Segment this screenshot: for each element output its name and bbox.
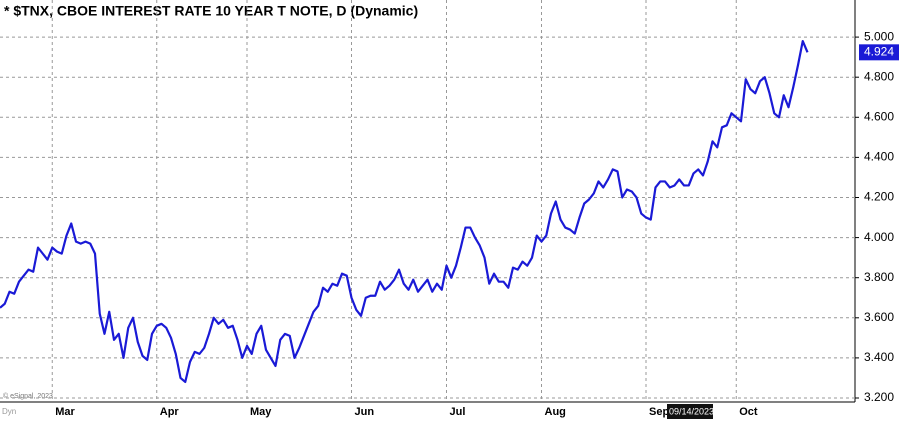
x-tick-label: May <box>250 406 272 418</box>
x-tick-label: Oct <box>739 406 758 418</box>
crosshair-date: 09/14/2023 <box>669 406 714 416</box>
x-tick-label: Jun <box>355 406 375 418</box>
y-tick-label: 4.200 <box>864 190 894 204</box>
last-value-box <box>859 44 899 61</box>
x-tick-label: Mar <box>55 406 75 418</box>
last-value-label: 4.924 <box>864 45 894 59</box>
y-tick-label: 3.600 <box>864 310 894 324</box>
y-tick-label: 4.600 <box>864 109 894 123</box>
y-tick-label: 4.400 <box>864 150 894 164</box>
mode-label: Dyn <box>2 407 16 416</box>
x-tick-label: Apr <box>160 406 180 418</box>
y-tick-label: 3.200 <box>864 390 894 404</box>
chart-title: * $TNX, CBOE INTEREST RATE 10 YEAR T NOT… <box>4 3 418 19</box>
y-tick-label: 3.400 <box>864 350 894 364</box>
x-tick-label: Jul <box>450 406 466 418</box>
y-tick-label: 3.800 <box>864 270 894 284</box>
copyright: © eSignal, 2023 <box>3 392 53 400</box>
series-line <box>0 40 809 384</box>
y-tick-label: 4.000 <box>864 230 894 244</box>
crosshair-date-box <box>667 404 713 419</box>
y-tick-label: 5.000 <box>864 29 894 43</box>
x-tick-label: Aug <box>545 406 566 418</box>
y-tick-label: 4.800 <box>864 69 894 83</box>
x-tick-label: Sep <box>649 406 669 418</box>
